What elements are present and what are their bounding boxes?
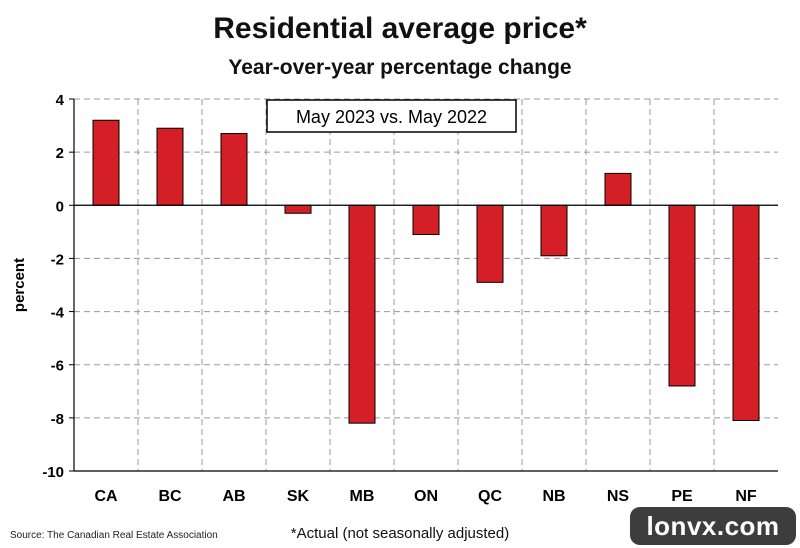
bar-on	[412, 204, 440, 236]
annotation-box: May 2023 vs. May 2022	[266, 99, 517, 133]
chart-subtitle: Year-over-year percentage change	[228, 56, 572, 79]
bar-layer	[92, 119, 760, 424]
y-axis-label: percent	[11, 258, 28, 312]
bar-sk	[284, 204, 312, 214]
bar-nb	[540, 204, 568, 257]
y-tick-label: 4	[56, 92, 65, 109]
x-tick-label: NS	[607, 488, 630, 505]
bar-ab	[220, 133, 248, 206]
y-tick-label: -4	[51, 305, 65, 322]
bar-bc	[156, 127, 184, 206]
axis-layer	[69, 98, 778, 472]
y-tick-label: 0	[56, 198, 64, 215]
x-tick-label: NF	[735, 488, 757, 505]
chart-title: Residential average price*	[213, 12, 587, 45]
bar-ca	[92, 119, 120, 206]
watermark-logo: lonvx.com	[630, 507, 796, 545]
label-layer: 4 2 0 -2 -4 -6 -8 -10 CA BC AB SK MB ON QC NB NS PE NF	[42, 92, 757, 505]
y-tick-label: -2	[51, 251, 64, 268]
source-note: Source: The Canadian Real Estate Associa…	[10, 530, 218, 541]
annotation-box-border	[266, 99, 517, 133]
x-tick-label: BC	[158, 488, 182, 505]
x-tick-label: NB	[542, 488, 565, 505]
x-tick-label: AB	[222, 488, 245, 505]
x-tick-label: ON	[414, 488, 438, 505]
x-tick-label: MB	[350, 488, 375, 505]
y-tick-label: -6	[51, 358, 64, 375]
bar-pe	[668, 204, 696, 387]
annotation-text: May 2023 vs. May 2022	[296, 107, 487, 127]
bar-mb	[348, 204, 376, 424]
bar-ns	[604, 172, 632, 206]
footnote: *Actual (not seasonally adjusted)	[290, 525, 510, 542]
x-tick-label: SK	[287, 488, 310, 505]
y-tick-label: -8	[51, 411, 64, 428]
x-tick-label: QC	[478, 488, 502, 505]
bar-nf	[732, 204, 760, 422]
x-tick-label: PE	[671, 488, 693, 505]
bar-qc	[476, 204, 504, 283]
y-tick-label: 2	[56, 145, 64, 162]
x-tick-label: CA	[94, 488, 118, 505]
y-tick-label: -10	[42, 464, 64, 481]
